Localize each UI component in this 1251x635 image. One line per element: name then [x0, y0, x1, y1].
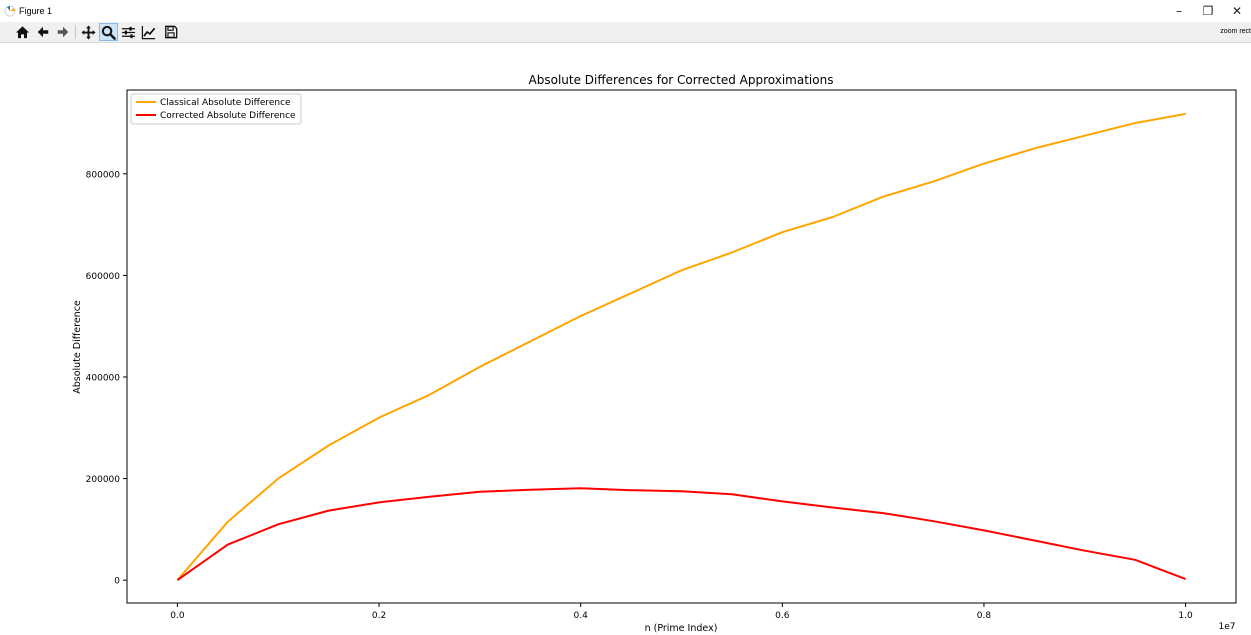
restore-button[interactable]: ❐: [1202, 4, 1214, 18]
matplotlib-app-icon: [4, 5, 16, 17]
y-tick-label: 200000: [86, 475, 121, 485]
x-tick-label: 1.0: [1178, 611, 1193, 621]
legend-label-2: Corrected Absolute Difference: [160, 111, 296, 121]
x-tick-label: 0.4: [574, 611, 589, 621]
x-axis-label: n (Prime Index): [645, 623, 718, 634]
x-axis-offset-label: 1e7: [1219, 622, 1236, 632]
back-button[interactable]: [33, 23, 52, 41]
series-line-1: [176, 112, 1186, 581]
pan-button[interactable]: [79, 23, 98, 41]
save-disk-icon: [164, 25, 177, 39]
home-button[interactable]: [13, 23, 32, 41]
navigation-toolbar: zoom rect: [0, 22, 1251, 43]
y-tick-label: 400000: [86, 373, 121, 383]
subplots-sliders-icon: [121, 26, 136, 38]
chart-title: Absolute Differences for Corrected Appro…: [529, 73, 834, 87]
x-tick-label: 0.2: [372, 611, 386, 621]
close-button[interactable]: ✕: [1231, 4, 1243, 18]
toolbar-separator: [75, 25, 76, 39]
y-tick-label: 0: [114, 577, 120, 587]
window-titlebar: Figure 1 – ❐ ✕: [0, 0, 1251, 22]
save-button[interactable]: [161, 23, 180, 41]
zoom-button[interactable]: [99, 23, 118, 41]
x-tick-label: 0.0: [170, 611, 185, 621]
legend: Classical Absolute Difference Corrected A…: [130, 93, 302, 125]
plot-area: [176, 112, 1186, 581]
forward-button[interactable]: [53, 23, 72, 41]
axes-spines: [126, 89, 1237, 604]
toolbar-mode-message: zoom rect: [1220, 28, 1251, 35]
pan-icon: [81, 24, 96, 40]
forward-arrow-icon: [57, 26, 68, 38]
window-title: Figure 1: [19, 6, 53, 16]
legend-label-1: Classical Absolute Difference: [160, 98, 291, 108]
home-icon: [15, 25, 30, 38]
series-line-2: [176, 487, 1186, 581]
legend-box: [130, 93, 302, 125]
minimize-button[interactable]: –: [1176, 4, 1182, 18]
customize-button[interactable]: [139, 23, 158, 41]
x-tick-label: 0.6: [775, 611, 790, 621]
edit-axes-icon: [141, 25, 156, 39]
x-tick-label: 0.8: [977, 611, 992, 621]
y-tick-label: 800000: [86, 170, 121, 180]
back-arrow-icon: [37, 26, 48, 38]
y-tick-label: 600000: [86, 272, 121, 282]
figure-canvas[interactable]: 0.0 0.2 0.4 0.6 0.8 1.0 0 200000 400000 600000 800…: [0, 43, 1251, 635]
subplots-button[interactable]: [119, 23, 138, 41]
y-axis-label: Absolute Difference: [72, 300, 83, 394]
zoom-magnifier-icon: [101, 25, 116, 40]
axes-frame: 0.0 0.2 0.4 0.6 0.8 1.0 0 200000 400000 600000 800…: [86, 89, 1237, 621]
